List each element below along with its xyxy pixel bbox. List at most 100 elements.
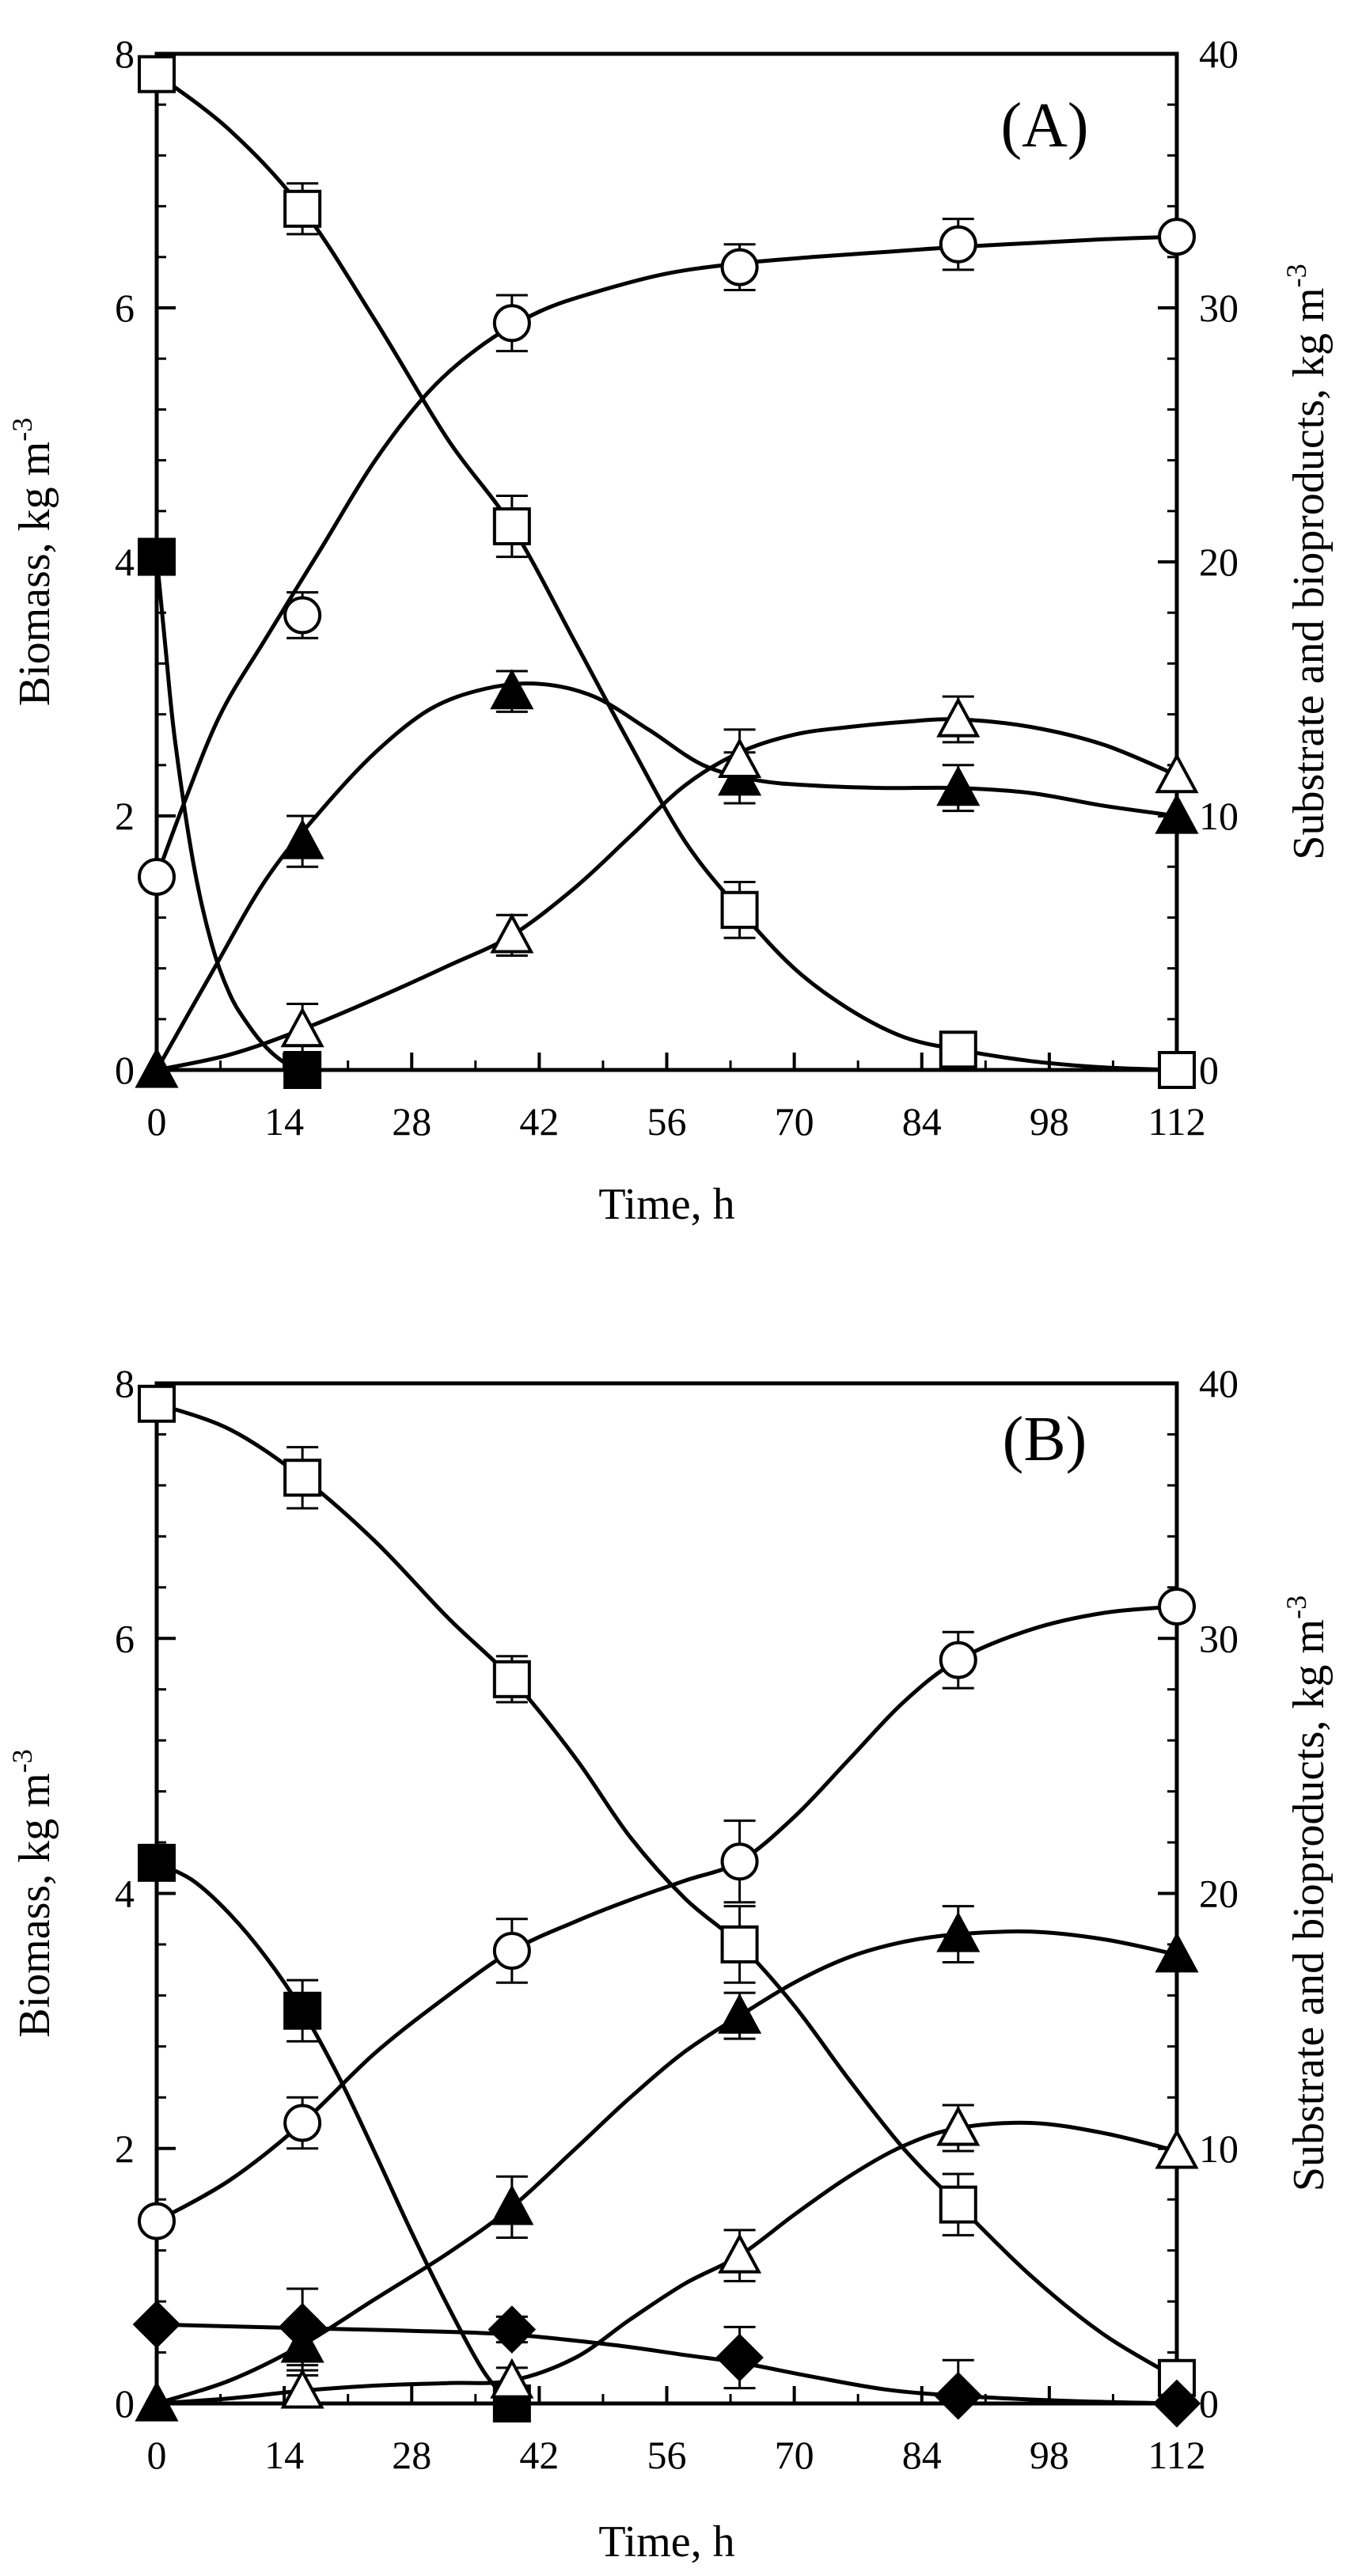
data-point-biomass [492, 1932, 531, 1971]
data-point-filled-diamond [934, 2372, 983, 2420]
data-point-open-triangle [1155, 753, 1199, 794]
data-point-open-triangle [490, 912, 534, 954]
data-point-biomass [138, 2202, 176, 2240]
data-point-filled-triangle [280, 818, 324, 859]
data-point-filled-diamond [278, 2302, 327, 2351]
data-point-biomass [720, 1842, 759, 1881]
x-tick-label: 84 [902, 1099, 942, 1144]
y-left-tick-label: 4 [115, 540, 135, 584]
series-line-filled-square [154, 556, 304, 1072]
series-line-filled-triangle [156, 1929, 1178, 2406]
y-left-axis-title-text: Biomass, kg m [10, 442, 59, 706]
x-tick-label: 112 [1148, 2433, 1205, 2477]
data-point-substrate [720, 1925, 759, 1963]
data-point-substrate [492, 1660, 531, 1698]
data-point-filled-triangle [490, 669, 534, 710]
data-point-substrate [138, 1384, 176, 1423]
data-point-filled-triangle [490, 2184, 534, 2225]
series-line-open-triangle [156, 717, 1178, 1072]
x-axis-title: Time, h [598, 2517, 734, 2567]
y-left-tick-label: 6 [115, 286, 135, 330]
x-tick-label: 0 [147, 1099, 167, 1144]
data-point-open-triangle [718, 2233, 762, 2274]
x-tick-label: 14 [264, 1099, 304, 1144]
x-tick-label: 98 [1030, 1099, 1069, 1144]
data-point-biomass [720, 248, 759, 286]
y-left-axis-title: Biomass, kg m-3 [6, 1749, 59, 2037]
data-point-substrate [138, 55, 176, 93]
data-point-filled-square [138, 1843, 176, 1882]
x-tick-label: 28 [392, 1099, 431, 1144]
y-right-tick-label: 10 [1199, 794, 1239, 838]
x-tick-label: 70 [775, 1099, 814, 1144]
chart-panel-b: 0 14 28 42 56 70 84 98 112 0 2 4 6 8 0 10 20 30 40 Time, h B… [6, 1361, 1334, 2567]
y-right-axis-title: Substrate and bioproducts, kg m-3 [1280, 264, 1334, 859]
data-point-biomass [283, 2104, 322, 2142]
y-left-tick-label: 0 [115, 1048, 135, 1092]
y-right-axis-title-text: Substrate and bioproducts, kg m [1284, 1619, 1334, 2191]
plot-frame [154, 1381, 1179, 2406]
data-point-open-triangle [280, 1007, 324, 1048]
data-point-open-triangle [490, 2358, 534, 2399]
y-right-axis-title-sup: -3 [1280, 1595, 1312, 1619]
panel-label: (A) [1000, 91, 1088, 161]
x-tick-label: 0 [147, 2433, 167, 2477]
data-point-substrate [939, 2185, 977, 2224]
series-line-filled-square [155, 1861, 514, 2405]
data-point-filled-diamond [488, 2305, 537, 2354]
data-point-biomass [1158, 1587, 1196, 1626]
y-left-tick-label: 0 [115, 2381, 135, 2426]
x-axis-title: Time, h [598, 1180, 734, 1229]
data-point-filled-diamond [132, 2300, 181, 2349]
y-right-tick-label: 40 [1199, 32, 1239, 76]
data-point-filled-triangle [1155, 1932, 1199, 1973]
data-point-open-triangle [1155, 2128, 1199, 2169]
data-point-substrate [939, 1030, 977, 1069]
x-tick-label: 112 [1148, 1099, 1205, 1144]
series-line-filled-triangle [154, 681, 1178, 1072]
y-left-axis-title-sup: -3 [6, 418, 38, 442]
series-line-biomass [155, 1604, 1178, 2223]
data-point-substrate [283, 1459, 322, 1497]
data-point-open-triangle [936, 2105, 981, 2146]
y-right-tick-label: 10 [1199, 2126, 1239, 2171]
data-point-biomass [138, 858, 176, 897]
y-left-axis-title-text: Biomass, kg m [10, 1773, 59, 2037]
chart-panel-a: 0 14 28 42 56 70 84 98 112 0 2 4 6 8 0 10 20 30 40 Time, h B… [6, 32, 1334, 1229]
y-left-tick-label: 8 [115, 1361, 135, 1406]
y-right-tick-label: 20 [1199, 1872, 1239, 1916]
data-point-open-triangle [936, 696, 981, 738]
x-tick-label: 84 [902, 2433, 942, 2477]
data-point-biomass [1158, 218, 1196, 256]
data-point-substrate [720, 890, 759, 929]
y-right-tick-label: 30 [1199, 286, 1239, 330]
y-left-axis-title: Biomass, kg m-3 [6, 418, 59, 706]
y-left-tick-label: 2 [115, 2126, 135, 2171]
series-line-substrate [156, 1402, 1178, 2380]
y-left-tick-label: 2 [115, 794, 135, 838]
series-line-biomass [154, 234, 1178, 878]
x-tick-label: 14 [264, 2433, 304, 2477]
data-point-substrate [283, 189, 322, 228]
x-tick-label: 56 [647, 1099, 687, 1144]
data-point-open-triangle [280, 2368, 324, 2409]
data-point-filled-triangle [718, 1993, 762, 2034]
data-point-filled-triangle [1155, 793, 1199, 834]
x-tick-label: 42 [519, 1099, 559, 1144]
x-tick-label: 70 [775, 2433, 814, 2477]
data-point-open-triangle [718, 737, 762, 778]
x-tick-label: 28 [392, 2433, 431, 2477]
data-point-filled-square [283, 1991, 322, 2030]
y-right-tick-label: 40 [1199, 1361, 1239, 1406]
x-tick-label: 98 [1030, 2433, 1069, 2477]
data-point-filled-triangle [135, 1047, 179, 1088]
data-point-biomass [939, 1641, 977, 1679]
y-left-tick-label: 8 [115, 32, 135, 76]
panel-label: (B) [1003, 1405, 1087, 1474]
y-left-tick-label: 6 [115, 1616, 135, 1660]
data-point-biomass [939, 225, 977, 264]
y-right-axis-title-text: Substrate and bioproducts, kg m [1284, 287, 1334, 859]
y-right-tick-label: 30 [1199, 1616, 1239, 1660]
x-tick-label: 56 [647, 2433, 687, 2477]
